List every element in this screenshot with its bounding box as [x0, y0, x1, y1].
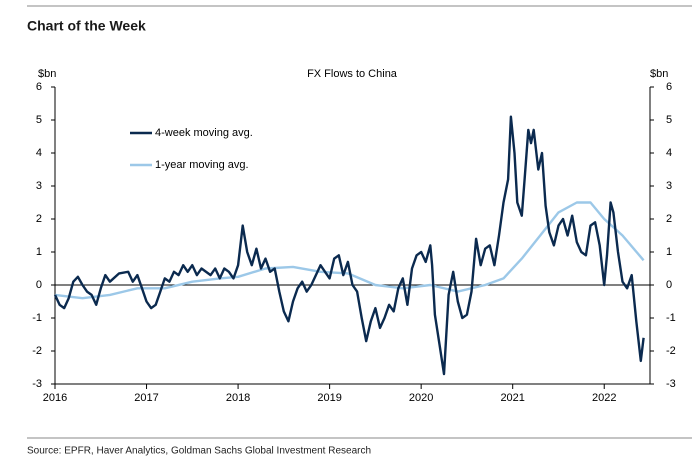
chart-title: FX Flows to China	[307, 68, 398, 80]
y-tick-label: 3	[36, 180, 42, 192]
y-tick-label: -2	[32, 345, 42, 357]
y2-tick-label: -3	[666, 378, 676, 390]
x-tick-label: 2021	[500, 392, 524, 404]
y2-tick-label: 4	[666, 147, 672, 159]
legend-label: 1-year moving avg.	[155, 159, 249, 171]
y2-tick-label: 3	[666, 180, 672, 192]
x-tick-label: 2018	[226, 392, 250, 404]
y2-tick-label: 2	[666, 213, 672, 225]
y2-tick-label: 6	[666, 81, 672, 93]
x-tick-label: 2017	[134, 392, 158, 404]
series-line	[53, 115, 645, 376]
y-tick-label: 6	[36, 81, 42, 93]
x-tick-label: 2016	[43, 392, 67, 404]
y-tick-label: 2	[36, 213, 42, 225]
y2-tick-label: 0	[666, 279, 672, 291]
y-label: $bn	[38, 68, 56, 80]
x-tick-label: 2020	[409, 392, 433, 404]
y2-tick-label: 1	[666, 246, 672, 258]
y-tick-label: -3	[32, 378, 42, 390]
legend-label: 4-week moving avg.	[155, 127, 253, 139]
y-tick-label: 1	[36, 246, 42, 258]
y-tick-label: 4	[36, 147, 42, 159]
y2-label: $bn	[650, 68, 668, 80]
y2-tick-label: -1	[666, 312, 676, 324]
x-tick-label: 2022	[592, 392, 616, 404]
y2-tick-label: 5	[666, 114, 672, 126]
header: Chart of the Week	[27, 18, 146, 34]
source: Source: EPFR, Haver Analytics, Goldman S…	[27, 446, 371, 457]
x-tick-label: 2019	[317, 392, 341, 404]
y-tick-label: -1	[32, 312, 42, 324]
y2-tick-label: -2	[666, 345, 676, 357]
y-tick-label: 0	[36, 279, 42, 291]
series-line	[54, 201, 645, 300]
y-tick-label: 5	[36, 114, 42, 126]
